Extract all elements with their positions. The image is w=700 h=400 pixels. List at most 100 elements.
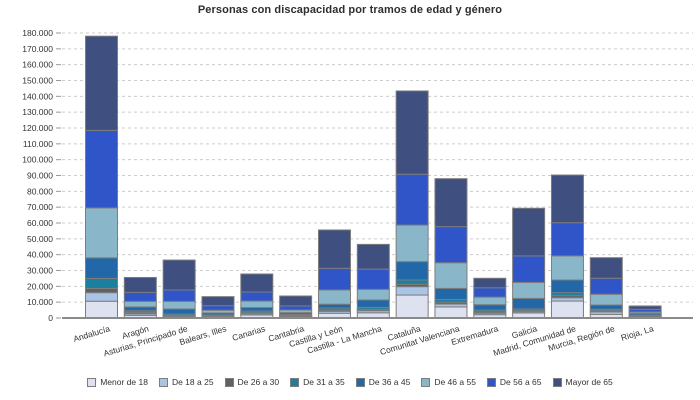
bar-segment <box>240 300 274 309</box>
bar-segment <box>434 306 468 319</box>
y-tick-label: 60.000 <box>27 218 53 228</box>
bar-segment <box>356 243 390 270</box>
x-category-label: Canarias <box>231 323 266 343</box>
bar-segment <box>85 277 118 289</box>
bar-segment <box>512 207 546 257</box>
bar-segment <box>85 35 118 131</box>
bar-segment <box>123 300 157 308</box>
y-tick-label: 150.000 <box>22 76 53 86</box>
legend-item: De 36 a 45 <box>355 377 411 387</box>
bar-segment <box>240 273 274 293</box>
bar-segment <box>473 304 507 311</box>
bar-segment <box>512 281 546 299</box>
bar-segment <box>85 292 118 302</box>
bar-segment <box>123 306 157 312</box>
bar-segment <box>395 261 429 281</box>
legend-label: Mayor de 65 <box>565 377 613 387</box>
bar-segment <box>434 262 468 289</box>
bar-segment <box>550 279 584 294</box>
y-tick-label: 40.000 <box>27 250 53 260</box>
legend-item: De 26 a 30 <box>224 377 280 387</box>
legend: Menor de 18 De 18 a 25 De 26 a 30 De 31 a 3… <box>0 377 700 387</box>
bar-segment <box>240 307 274 312</box>
bar-segment <box>434 226 468 264</box>
legend-item: Mayor de 65 <box>552 377 613 387</box>
bar-segment <box>395 286 429 296</box>
bar-segment <box>473 296 507 306</box>
bar-segment <box>279 305 313 311</box>
legend-label: De 26 a 30 <box>237 377 280 387</box>
bar-segment <box>356 268 390 290</box>
x-category-label: Rioja, La <box>620 323 655 342</box>
legend-label: De 36 a 45 <box>368 377 411 387</box>
bar-segment <box>85 287 118 294</box>
bar-segment <box>395 90 429 175</box>
bar-segment <box>85 129 118 209</box>
legend-item: De 46 a 55 <box>421 377 476 387</box>
bar-segment <box>162 259 196 291</box>
y-tick-label: 140.000 <box>22 91 53 101</box>
bar-segment <box>162 300 196 310</box>
bar-segment <box>473 287 507 298</box>
bar-segment <box>434 287 468 300</box>
bar-segment <box>317 289 351 305</box>
bar-segment <box>123 291 157 302</box>
legend-label: De 56 a 65 <box>499 377 542 387</box>
bar-segment <box>395 294 429 319</box>
bar-segment <box>589 257 623 279</box>
bar-segment <box>162 308 196 315</box>
legend-swatch <box>158 377 168 387</box>
y-tick-label: 130.000 <box>22 107 53 117</box>
y-tick-label: 120.000 <box>22 123 53 133</box>
bar-segment <box>162 289 196 302</box>
y-tick-label: 90.000 <box>27 171 53 181</box>
bar-segment <box>395 279 429 285</box>
bar-segment <box>550 255 584 281</box>
y-tick-label: 50.000 <box>27 234 53 244</box>
y-tick-label: 30.000 <box>27 266 53 276</box>
legend-label: De 31 a 35 <box>303 377 345 387</box>
bar-segment <box>201 305 235 311</box>
bar-segment <box>356 288 390 301</box>
bar-segment <box>434 178 468 228</box>
legend-swatch <box>486 377 496 387</box>
y-tick-label: 0 <box>48 313 53 323</box>
legend-swatch <box>355 377 365 387</box>
y-tick-label: 100.000 <box>22 155 53 165</box>
bar-segment <box>550 300 584 319</box>
bar-segment <box>85 207 118 259</box>
y-tick-label: 170.000 <box>22 44 53 54</box>
bar-segment <box>395 173 429 226</box>
bar-segment <box>473 277 507 289</box>
bar-segment <box>317 267 351 291</box>
x-category-label: Andalucía <box>72 323 111 344</box>
legend-label: Menor de 18 <box>100 377 148 387</box>
bar-segment <box>589 304 623 310</box>
legend-swatch <box>224 377 234 387</box>
legend-item: De 18 a 25 <box>158 377 214 387</box>
y-tick-label: 160.000 <box>22 60 53 70</box>
bar-segment <box>85 257 118 279</box>
y-tick-label: 20.000 <box>27 281 53 291</box>
legend-swatch <box>421 377 431 387</box>
bar-segment <box>123 276 157 293</box>
legend-item: De 31 a 35 <box>290 377 345 387</box>
bar-segment <box>589 277 623 295</box>
bar-segment <box>512 255 546 283</box>
legend-item: Menor de 18 <box>87 377 148 387</box>
legend-label: De 46 a 55 <box>434 377 476 387</box>
bar-segment <box>512 297 546 310</box>
legend-swatch <box>87 377 97 387</box>
chart-title: Personas con discapacidad por tramos de … <box>197 4 503 16</box>
y-tick-label: 110.000 <box>23 139 53 149</box>
legend-swatch <box>552 377 562 387</box>
y-tick-label: 180.000 <box>22 28 53 38</box>
legend-swatch <box>290 377 300 387</box>
bar-segment <box>240 291 274 302</box>
y-tick-label: 80.000 <box>27 186 53 196</box>
bar-segment <box>550 222 584 257</box>
bar-segment <box>279 295 313 307</box>
bar-segment <box>201 296 235 307</box>
